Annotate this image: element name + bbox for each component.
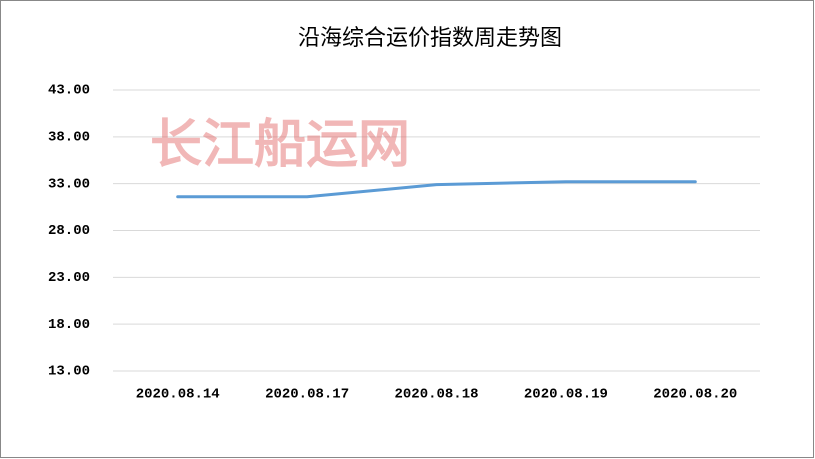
x-tick-label: 2020.08.14	[136, 387, 220, 403]
y-tick-label: 33.00	[48, 176, 90, 192]
y-tick-label: 28.00	[48, 223, 90, 239]
x-tick-label: 2020.08.19	[524, 387, 608, 403]
y-tick-label: 23.00	[48, 270, 90, 286]
x-tick-label: 2020.08.18	[394, 387, 478, 403]
y-tick-label: 13.00	[48, 364, 90, 380]
line-series	[176, 180, 697, 199]
watermark: 长江船运网	[150, 116, 410, 174]
y-tick-label: 38.00	[48, 130, 90, 146]
chart-title: 沿海综合运价指数周走势图	[298, 25, 562, 50]
x-tick-label: 2020.08.20	[653, 387, 737, 403]
x-tick-label: 2020.08.17	[265, 387, 349, 403]
y-tick-label: 43.00	[48, 83, 90, 99]
y-tick-label: 18.00	[48, 317, 90, 333]
